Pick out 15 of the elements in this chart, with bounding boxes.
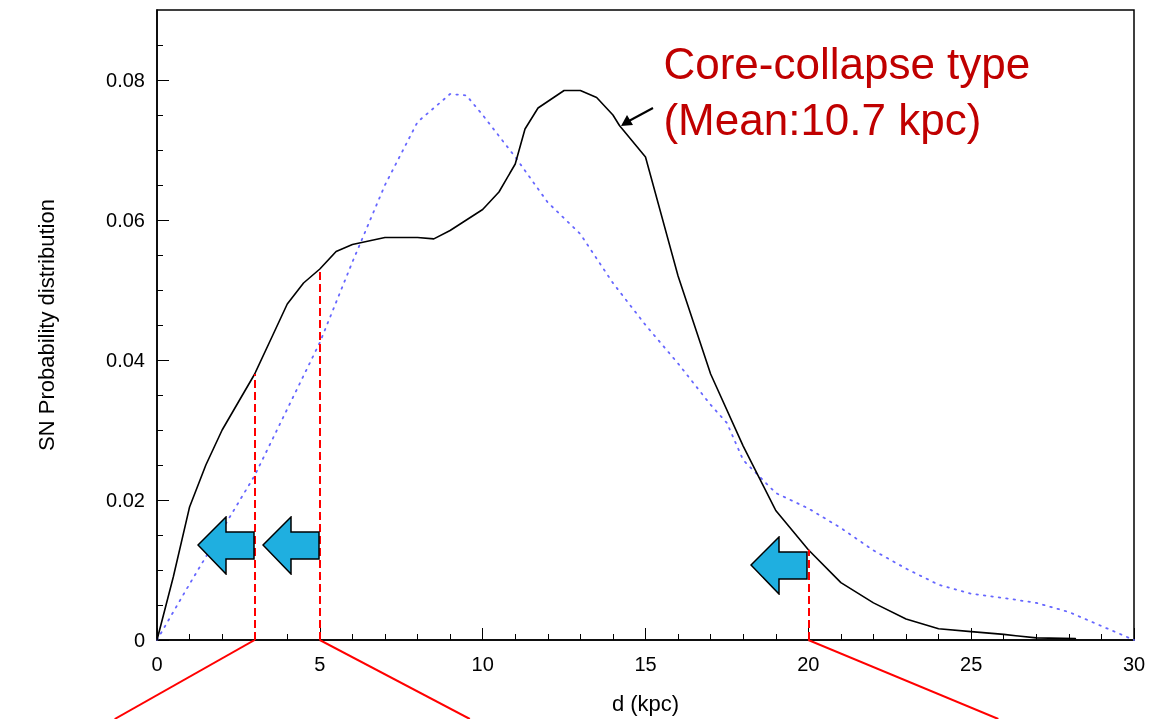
x-tick-label: 20 — [797, 653, 820, 675]
x-tick-label: 0 — [151, 653, 163, 675]
x-tick-label: 10 — [471, 653, 494, 675]
annotation: Core-collapse type (Mean:10.7 kpc) — [663, 37, 1031, 146]
x-axis-title: d (kpc) — [611, 690, 680, 716]
x-tick-label: 5 — [314, 653, 326, 675]
y-tick-label: 0.04 — [106, 349, 145, 371]
y-axis-title: SN Probability distribution — [33, 199, 59, 451]
x-tick-label: 30 — [1122, 653, 1146, 675]
x-tick-label: 25 — [960, 653, 983, 675]
y-tick-label: 0.08 — [106, 69, 145, 91]
x-tick-label: 15 — [634, 653, 657, 675]
y-tick-label: 0 — [133, 629, 145, 651]
y-tick-label: 0.06 — [106, 209, 145, 231]
y-tick-label: 0.02 — [106, 489, 145, 511]
